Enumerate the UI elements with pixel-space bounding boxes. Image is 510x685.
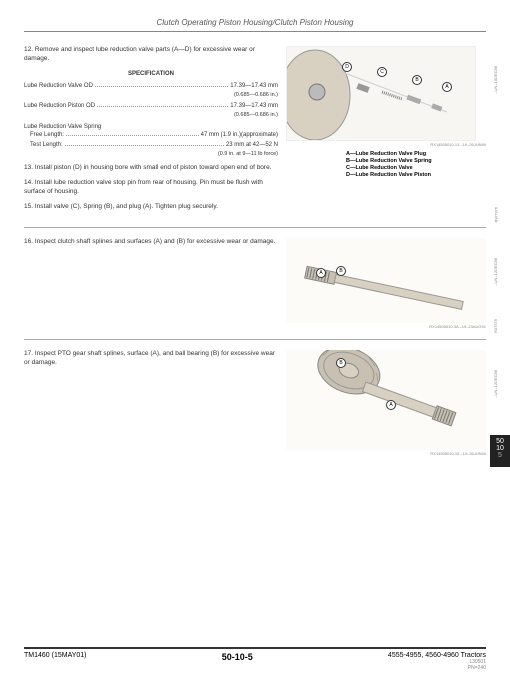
spec3b-label: Test Length:	[24, 141, 63, 149]
section1-text: 12. Remove and inspect lube reduction va…	[24, 46, 278, 217]
spec-title: SPECIFICATION	[24, 70, 278, 78]
legend-d: D—Lube Reduction Valve Piston	[346, 172, 486, 179]
spec-dots	[65, 141, 224, 146]
spec-row-3a: Free Length: 47 mm (1.9 in.)(approximate…	[24, 131, 278, 139]
clutch-shaft-illustration	[286, 238, 486, 323]
pto-gear-illustration	[286, 350, 486, 450]
fig2-ref-bottom: RX14505010,3A –19–23AUG91	[286, 324, 486, 329]
legend-b: B—Lube Reduction Valve Spring	[346, 158, 486, 165]
step-12: 12. Remove and inspect lube reduction va…	[24, 46, 278, 64]
page-header-title: Clutch Operating Piston Housing/Clutch P…	[24, 18, 486, 31]
spec1-val: 17.39—17.43 mm	[230, 82, 278, 90]
section2-text: 16. Inspect clutch shaft splines and sur…	[24, 238, 278, 329]
step-14: 14. Install lube reduction valve stop pi…	[24, 179, 278, 197]
fig1-ref-side: –UN–10DEC88	[493, 66, 498, 94]
fig3-ref-side: –UN–12DEC88	[493, 370, 498, 398]
section3-text: 17. Inspect PTO gear shaft splines, surf…	[24, 350, 278, 456]
callout-d: D	[342, 62, 352, 72]
callout-a: A	[442, 82, 452, 92]
footer-right-main: 4555-4955, 4560-4960 Tractors	[388, 652, 486, 659]
header-rule	[24, 31, 486, 32]
section-12-15: 12. Remove and inspect lube reduction va…	[24, 40, 486, 223]
side-tab: 50 10 5	[490, 435, 510, 467]
fig1-ref-bottom: RX14505010,13 –19–26JUN90	[286, 142, 486, 147]
section-16: 16. Inspect clutch shaft splines and sur…	[24, 232, 486, 335]
step-13: 13. Install piston (D) in housing bore w…	[24, 164, 278, 173]
tab-l1: 50	[490, 438, 510, 445]
spec-row-3b: Test Length: 23 mm at 42—52 N	[24, 141, 278, 149]
spec2-sub: (0.685—0.686 in.)	[24, 112, 278, 119]
spec-row-1: Lube Reduction Valve OD 17.39—17.43 mm	[24, 82, 278, 90]
footer-page-number: 50-10-5	[222, 652, 253, 662]
spec3a-label: Free Length:	[24, 131, 64, 139]
spec-row-2: Lube Reduction Piston OD 17.39—17.43 mm	[24, 102, 278, 110]
fig3-ref-bottom: RX14505010,15 –19–26JUN90	[286, 451, 486, 456]
footer-right-sub2: PN=240	[388, 665, 486, 671]
spec3-title: Lube Reduction Valve Spring	[24, 123, 278, 131]
spec2-label: Lube Reduction Piston OD	[24, 102, 95, 110]
legend-a: A—Lube Reduction Valve Plug	[346, 151, 486, 158]
spec3b-val: 23 mm at 42—52 N	[226, 141, 278, 149]
spec1-label: Lube Reduction Valve OD	[24, 82, 93, 90]
page-footer: TM1460 (15MAY01) 50-10-5 4555-4955, 4560…	[24, 647, 486, 671]
section-rule-2	[24, 339, 486, 340]
step-16: 16. Inspect clutch shaft splines and sur…	[24, 238, 278, 247]
spec3b-sub: (0.9 in. at 9—11 lb force)	[24, 151, 278, 158]
spec-dots	[66, 131, 199, 136]
section1-figure-col: D C B A –UN–10DEC88 RW7976 RX14505010,13…	[286, 46, 486, 217]
legend-c: C—Lube Reduction Valve	[346, 165, 486, 172]
spec-dots	[97, 102, 228, 107]
spec-dots	[95, 82, 228, 87]
figure-legend: A—Lube Reduction Valve Plug B—Lube Reduc…	[286, 151, 486, 180]
section-rule-1	[24, 227, 486, 228]
tab-l3: 5	[490, 452, 510, 459]
footer-right: 4555-4955, 4560-4960 Tractors 130501 PN=…	[388, 652, 486, 671]
section2-figure-col: A B –UN–12DEC88 R37579 RX14505010,3A –19…	[286, 238, 486, 329]
section3-figure-col: A B –UN–12DEC88 R37580 RX14505010,15 –19…	[286, 350, 486, 456]
step-15: 15. Install valve (C), Spring (B), and p…	[24, 203, 278, 212]
step-17: 17. Inspect PTO gear shaft splines, surf…	[24, 350, 278, 368]
valve-parts-illustration	[287, 47, 476, 141]
figure-valve-parts: D C B A	[286, 46, 476, 141]
figure-pto-gear: A B	[286, 350, 486, 450]
footer-left: TM1460 (15MAY01)	[24, 652, 87, 659]
section-17: 17. Inspect PTO gear shaft splines, surf…	[24, 344, 486, 462]
fig1-ref-side2: RW7976	[493, 207, 498, 223]
fig2-ref-side: –UN–12DEC88	[493, 258, 498, 286]
spec3a-val: 47 mm (1.9 in.)(approximate)	[201, 131, 278, 139]
spec2-val: 17.39—17.43 mm	[230, 102, 278, 110]
tab-l2: 10	[490, 445, 510, 452]
spec1-sub: (0.685—0.686 in.)	[24, 92, 278, 99]
callout-b: B	[412, 75, 422, 85]
figure-clutch-shaft: A B	[286, 238, 486, 323]
callout-c: C	[377, 67, 387, 77]
fig2-ref-side2: R37579	[493, 319, 498, 333]
